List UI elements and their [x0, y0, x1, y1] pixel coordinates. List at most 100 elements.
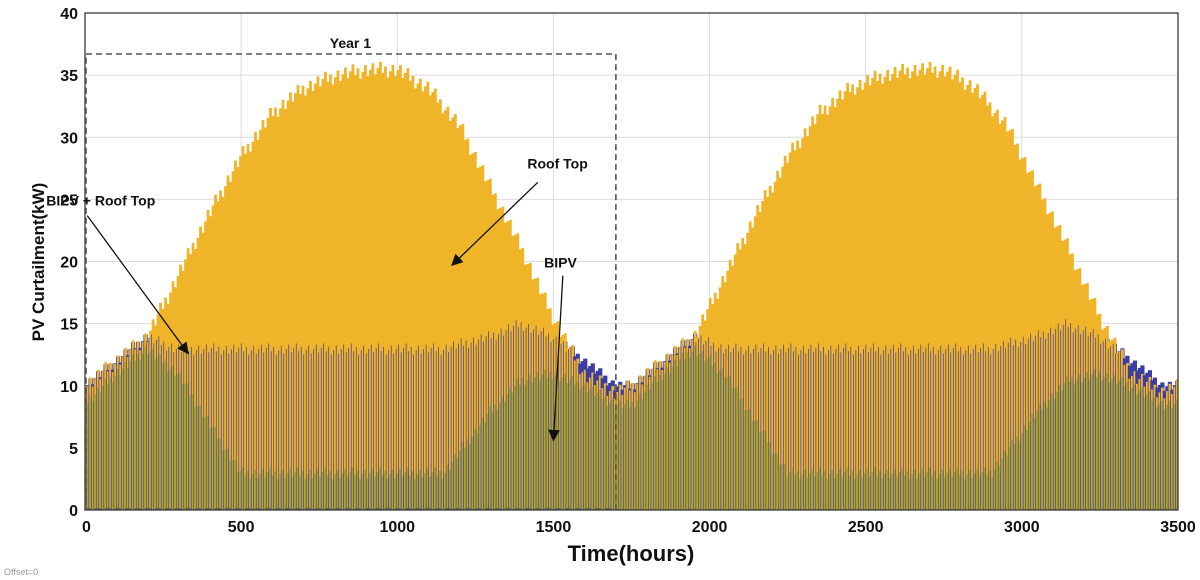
bar-bipv — [658, 374, 662, 510]
bar-bipv — [758, 431, 762, 510]
bar-bipv — [648, 390, 652, 510]
bar-bipv — [611, 399, 615, 510]
bar-bipv — [279, 474, 282, 510]
bar-bipv — [289, 468, 292, 510]
bar-bipv — [226, 449, 230, 510]
bar-roof-top — [908, 78, 912, 510]
bar-bipv — [571, 375, 575, 510]
bar-roof-top — [389, 71, 392, 510]
x-tick-label: 2000 — [692, 519, 728, 536]
bar-roof-top — [314, 83, 317, 510]
bar-roof-top — [209, 216, 212, 510]
bar-roof-top — [401, 77, 405, 510]
bar-roof-top — [411, 75, 415, 510]
bar-bipv — [229, 460, 232, 510]
bar-bipv — [598, 389, 602, 510]
bar-roof-top — [289, 92, 292, 510]
bar-roof-top — [428, 95, 432, 510]
bar-roof-top — [871, 78, 874, 510]
bar-roof-top — [471, 153, 475, 510]
bar-roof-top — [513, 234, 517, 510]
bar-roof-top — [936, 77, 939, 510]
bar-bipv — [943, 477, 947, 510]
bar-roof-top — [356, 68, 360, 510]
bar-roof-top — [1008, 130, 1012, 510]
bar-bipv — [741, 398, 745, 510]
annotations: Year 1 Roof Top BIPV + Roof Top BIPV — [46, 35, 617, 510]
bar-roof-top — [933, 66, 937, 510]
bar-bipv — [813, 476, 817, 510]
bar-roof-top — [903, 74, 907, 510]
bar-bipv — [926, 472, 929, 510]
bar-bipv — [294, 472, 297, 510]
y-tick-label: 20 — [60, 255, 78, 272]
bar-bipv — [314, 473, 317, 510]
bar-roof-top — [963, 89, 967, 510]
bar-bipv — [1083, 376, 1087, 510]
y-tick-label: 15 — [60, 317, 78, 334]
bar-bipv — [903, 475, 907, 510]
bar-roof-top — [1048, 212, 1052, 510]
bar-roof-top — [958, 82, 962, 510]
bar-bipv — [446, 464, 450, 510]
bar-bipv — [309, 469, 312, 510]
bar-bipv — [853, 478, 857, 510]
bar-roof-top — [478, 166, 482, 510]
bar-roof-top — [186, 248, 190, 510]
bar-bipv — [1111, 378, 1114, 510]
bar-bipv — [666, 367, 670, 510]
bar-roof-top — [1033, 186, 1037, 510]
bar-roof-top — [446, 106, 450, 510]
bar-bipv — [1108, 382, 1112, 510]
bar-roof-top — [226, 175, 230, 510]
bar-bipv — [438, 471, 442, 510]
bar-roof-top — [828, 106, 832, 510]
bar-bipv — [1036, 410, 1039, 510]
bar-bipv — [633, 407, 637, 510]
bar-roof-top — [244, 153, 247, 510]
bar-bipv — [808, 473, 812, 510]
bar-bipv — [1023, 425, 1027, 510]
bar-bipv — [581, 386, 585, 510]
bar-bipv — [351, 467, 355, 510]
bar-bipv — [601, 399, 605, 510]
y-tick-label: 40 — [60, 6, 78, 23]
bar-bipv — [184, 383, 187, 510]
bar-bipv — [176, 373, 180, 510]
bar-bipv — [349, 472, 352, 510]
bar-bipv — [743, 410, 747, 510]
bar-bipv — [131, 354, 135, 510]
bar-bipv — [418, 469, 422, 510]
bar-roof-top — [246, 143, 250, 510]
bar-roof-top — [856, 87, 859, 510]
bar-bipv — [159, 353, 162, 510]
bar-roof-top — [344, 67, 347, 510]
bar-roof-top — [354, 74, 357, 510]
bar-bipv — [868, 476, 872, 510]
bar-roof-top — [281, 99, 285, 510]
bar-bipv — [1175, 399, 1178, 510]
bar-bipv — [1081, 382, 1084, 510]
bar-roof-top — [918, 69, 922, 510]
bar-roof-top — [1001, 120, 1004, 510]
bar-bipv — [171, 366, 175, 510]
bar-roof-top — [294, 93, 297, 510]
bar-bipv — [616, 404, 620, 510]
bar-roof-top — [788, 152, 792, 510]
bar-bipv — [399, 468, 402, 510]
bar-roof-top — [853, 94, 857, 510]
bar-roof-top — [406, 68, 410, 510]
bar-bipv — [1153, 397, 1157, 510]
bar-roof-top — [334, 77, 337, 510]
bar-bipv — [538, 379, 542, 510]
bar-roof-top — [304, 95, 307, 510]
bar-bipv — [681, 352, 685, 510]
bar-bipv — [933, 471, 937, 510]
bar-bipv — [384, 471, 387, 510]
bar-bipv — [1131, 387, 1134, 510]
bar-bipv — [468, 444, 472, 510]
bar-bipv — [96, 387, 100, 510]
bar-bipv — [713, 363, 717, 510]
bar-roof-top — [1066, 238, 1069, 510]
bar-bipv — [958, 475, 962, 510]
